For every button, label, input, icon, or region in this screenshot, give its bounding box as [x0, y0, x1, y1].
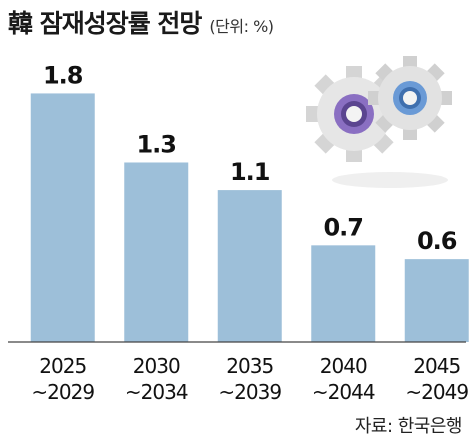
source-note: 자료: 한국은행 — [354, 416, 463, 437]
x-tick-label-3: 2040 — [320, 354, 367, 378]
x-tick-sublabel-4: ~2049 — [405, 380, 468, 404]
unit-label: (단위: %) — [209, 17, 274, 36]
bar-2 — [217, 190, 282, 342]
x-tick-sublabel-1: ~2034 — [125, 380, 188, 404]
bar-1 — [124, 162, 189, 342]
value-label-1: 1.3 — [136, 130, 176, 158]
x-tick-label-0: 2025 — [39, 354, 86, 378]
gears-icon — [306, 56, 452, 188]
value-label-2: 1.1 — [230, 158, 270, 186]
x-tick-label-1: 2030 — [133, 354, 180, 378]
bar-0 — [30, 93, 95, 342]
value-label-4: 0.6 — [417, 227, 457, 255]
value-label-0: 1.8 — [43, 61, 83, 89]
value-label-3: 0.7 — [323, 213, 363, 241]
x-tick-sublabel-0: ~2029 — [31, 380, 94, 404]
bar-4 — [404, 259, 469, 342]
x-tick-label-4: 2045 — [413, 354, 460, 378]
x-tick-label-2: 2035 — [226, 354, 273, 378]
chart-title: 韓 잠재성장률 전망 — [8, 9, 202, 38]
x-tick-sublabel-2: ~2039 — [218, 380, 281, 404]
x-tick-sublabel-3: ~2044 — [312, 380, 375, 404]
title-row: 韓 잠재성장률 전망 (단위: %) — [8, 4, 274, 38]
bar-3 — [311, 245, 376, 342]
